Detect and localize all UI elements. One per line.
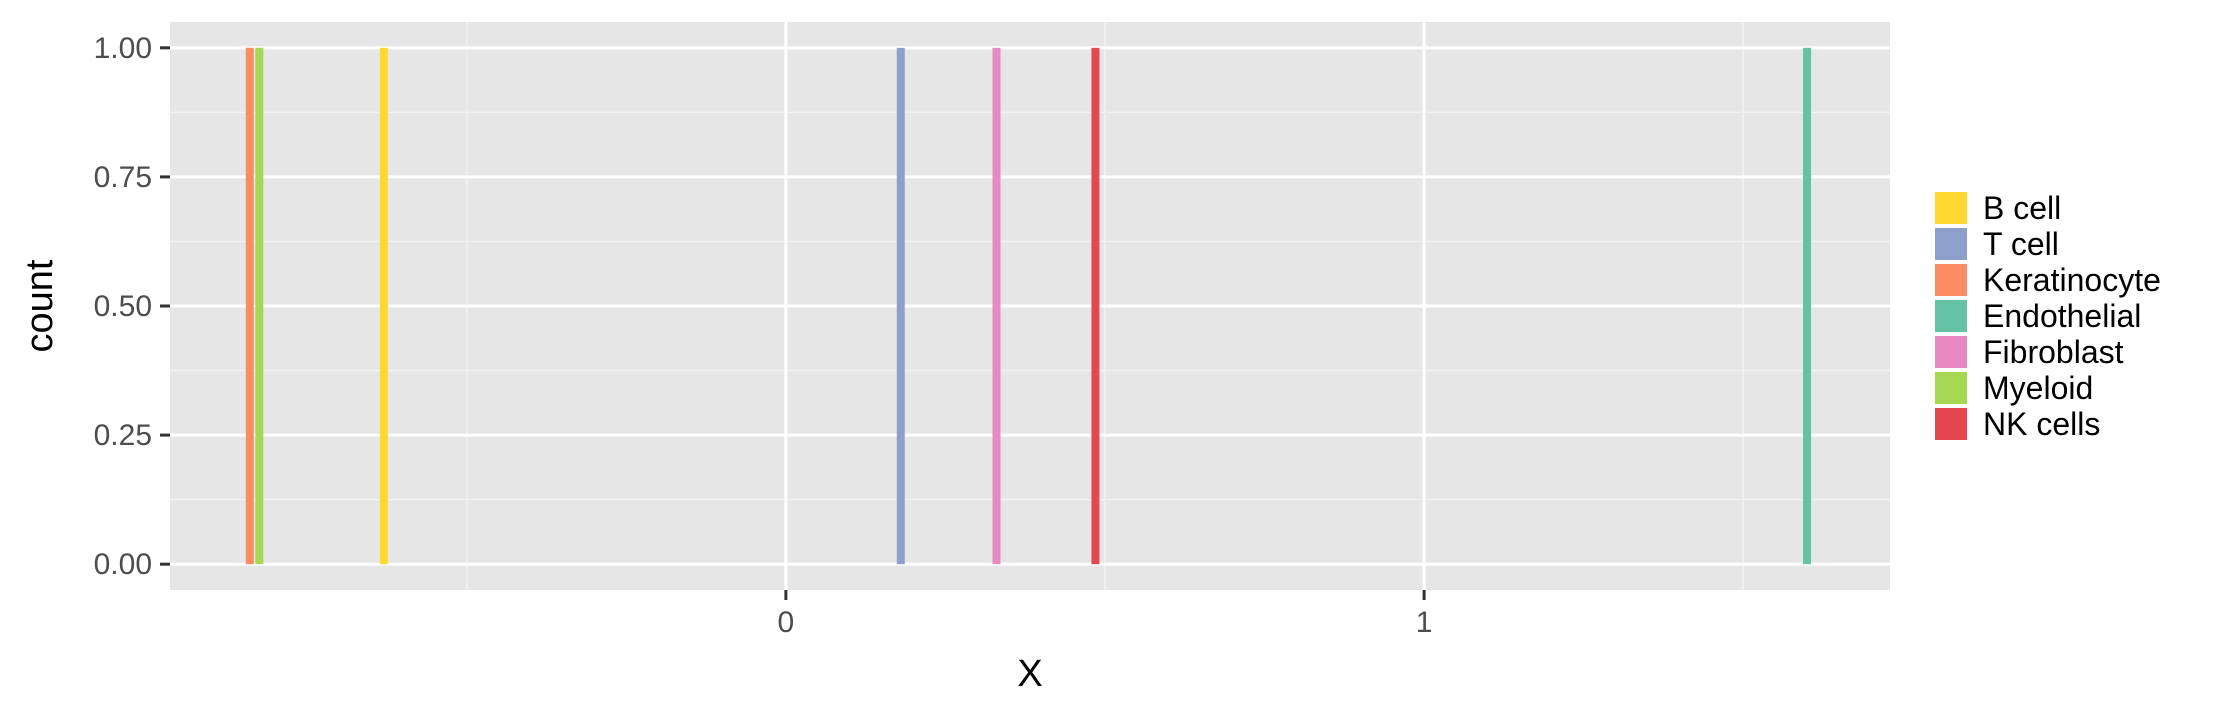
y-tick-label: 0.75 (94, 161, 152, 194)
legend-label: Endothelial (1983, 298, 2141, 334)
legend-label: Keratinocyte (1983, 262, 2161, 298)
y-axis-title: count (19, 259, 61, 352)
legend-label: NK cells (1983, 406, 2100, 442)
legend-key-nk-cells (1935, 408, 1967, 440)
bar-fibroblast (992, 47, 1001, 565)
x-tick-label: 1 (1416, 606, 1433, 639)
legend-key-t-cell (1935, 228, 1967, 260)
bars-layer (245, 47, 1812, 565)
bar-myeloid (255, 47, 264, 565)
bar-keratinocyte (245, 47, 254, 565)
y-tick-label: 0.00 (94, 548, 152, 581)
legend-key-fibroblast (1935, 336, 1967, 368)
legend-label: Fibroblast (1983, 334, 2124, 370)
bar-t-cell (896, 47, 905, 565)
legend-label: T cell (1983, 226, 2059, 262)
bar-endothelial (1803, 47, 1812, 565)
bar-b-cell (379, 47, 388, 565)
major-gridlines (170, 22, 1890, 590)
x-tick-label: 0 (778, 606, 795, 639)
y-tick-label: 1.00 (94, 32, 152, 65)
legend-label: Myeloid (1983, 370, 2093, 406)
y-tick-label: 0.50 (94, 290, 152, 323)
legend-key-keratinocyte (1935, 264, 1967, 296)
bar-nk-cells (1091, 47, 1100, 565)
x-axis-title: X (1017, 653, 1042, 695)
legend-key-endothelial (1935, 300, 1967, 332)
legend-label: B cell (1983, 190, 2061, 226)
legend-key-myeloid (1935, 372, 1967, 404)
y-axis: 0.00 0.25 0.50 0.75 1.00 (94, 32, 170, 581)
y-tick-label: 0.25 (94, 419, 152, 452)
legend-key-b-cell (1935, 192, 1967, 224)
